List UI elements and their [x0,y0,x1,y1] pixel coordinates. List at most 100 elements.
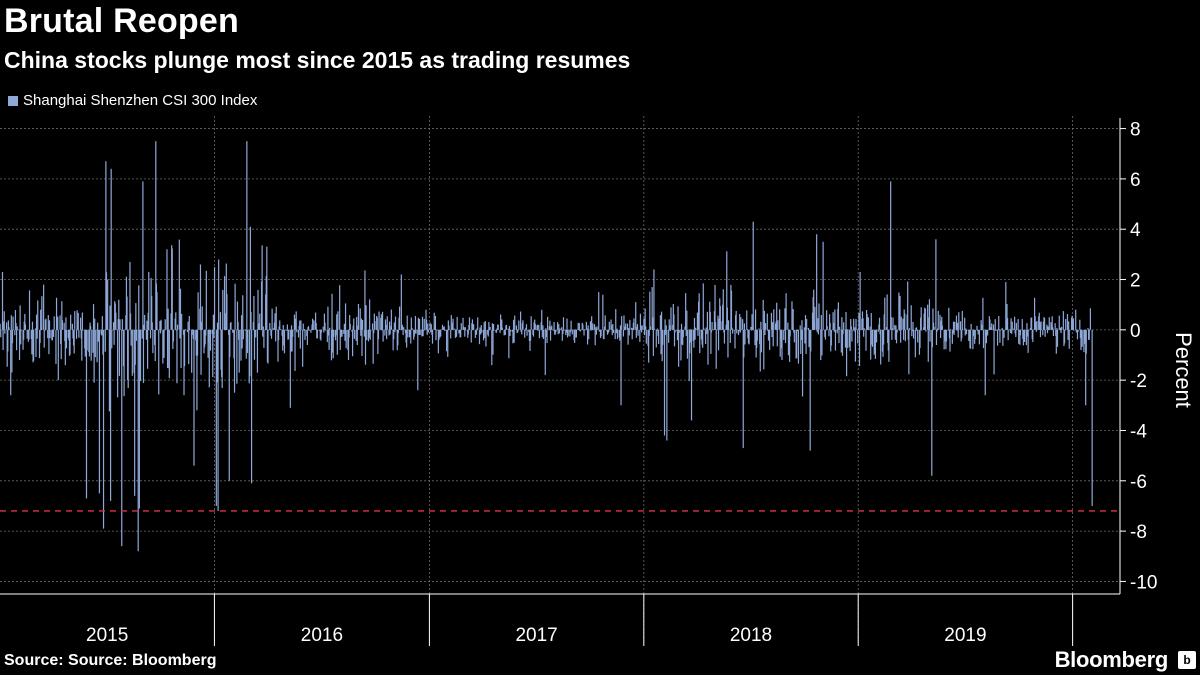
bar [151,296,153,330]
bar [1051,316,1053,330]
bar [832,312,834,330]
bar [1021,319,1023,330]
bar [377,329,379,355]
bar [737,329,740,336]
bar [234,283,236,330]
bar [562,317,565,330]
bar [51,329,54,341]
bar [693,317,696,330]
bar [65,329,68,349]
bar [63,322,65,330]
bar [456,316,458,330]
bar [250,329,253,484]
bar [709,312,711,330]
bar [1035,329,1037,332]
legend-label: Shanghai Shenzhen CSI 300 Index [23,92,258,109]
terminal-icon: b [1178,651,1196,669]
bar [707,329,709,365]
bar [426,319,428,330]
y-tick-label: -6 [1130,472,1147,493]
bar [1032,329,1034,343]
bar [590,329,592,331]
bar [196,329,198,411]
bar [678,329,680,367]
bar [743,323,746,330]
bar [816,329,818,333]
bar [455,329,458,337]
bar [1068,321,1070,330]
bar [858,313,860,330]
bar [853,318,855,330]
bar [904,313,906,330]
bar [394,316,397,330]
bar [310,329,312,333]
bar [546,329,548,344]
bar [303,329,305,331]
bar [266,246,268,330]
bar [505,324,508,330]
bar [1039,329,1042,338]
bar [277,329,280,341]
bar [1009,329,1011,331]
bar [957,329,959,338]
bar [510,329,512,332]
bar [222,289,224,330]
bar [641,329,643,333]
bar [245,329,247,359]
bar [11,329,14,344]
bar [849,329,851,352]
bar [933,327,935,330]
bar [112,322,115,330]
bar [611,329,613,336]
bar [631,327,633,330]
bar [629,319,631,330]
bar [322,326,324,330]
bar [435,329,438,331]
bar [917,329,919,343]
bar [717,329,720,351]
bar [427,323,429,330]
bar [345,329,347,349]
bar [841,317,843,330]
bar [48,320,51,330]
bar [935,329,938,346]
bar [433,312,435,330]
bar [895,329,898,344]
bar [1076,329,1079,340]
bar [637,329,639,336]
bar [236,301,239,330]
bar [250,311,252,330]
bar [948,307,950,330]
bar [785,293,787,330]
bar [139,329,142,382]
bar [508,329,510,359]
bar [299,329,301,349]
bar [386,329,388,340]
bar [380,314,382,330]
bar [670,307,672,330]
bar [965,329,968,335]
bar [534,323,536,330]
bar [444,329,446,332]
bar [603,329,605,340]
bar [407,329,409,338]
bar [871,329,874,347]
bar [957,322,959,330]
brand-logo: Bloomberg [1054,647,1169,672]
bar [365,305,367,330]
bar [626,323,629,330]
bar [742,319,744,330]
bar [529,329,532,341]
bar [178,239,180,330]
bar [559,328,561,330]
bar [1085,329,1087,354]
bar [226,293,228,330]
bar [90,326,92,330]
bar [119,319,121,330]
bar [417,329,419,391]
y-axis: 8 6 4 2 0 -2 -4 -6 -8 -10 Percent [1119,118,1196,594]
bar [616,329,619,339]
bar [440,329,442,337]
bar [578,323,580,330]
